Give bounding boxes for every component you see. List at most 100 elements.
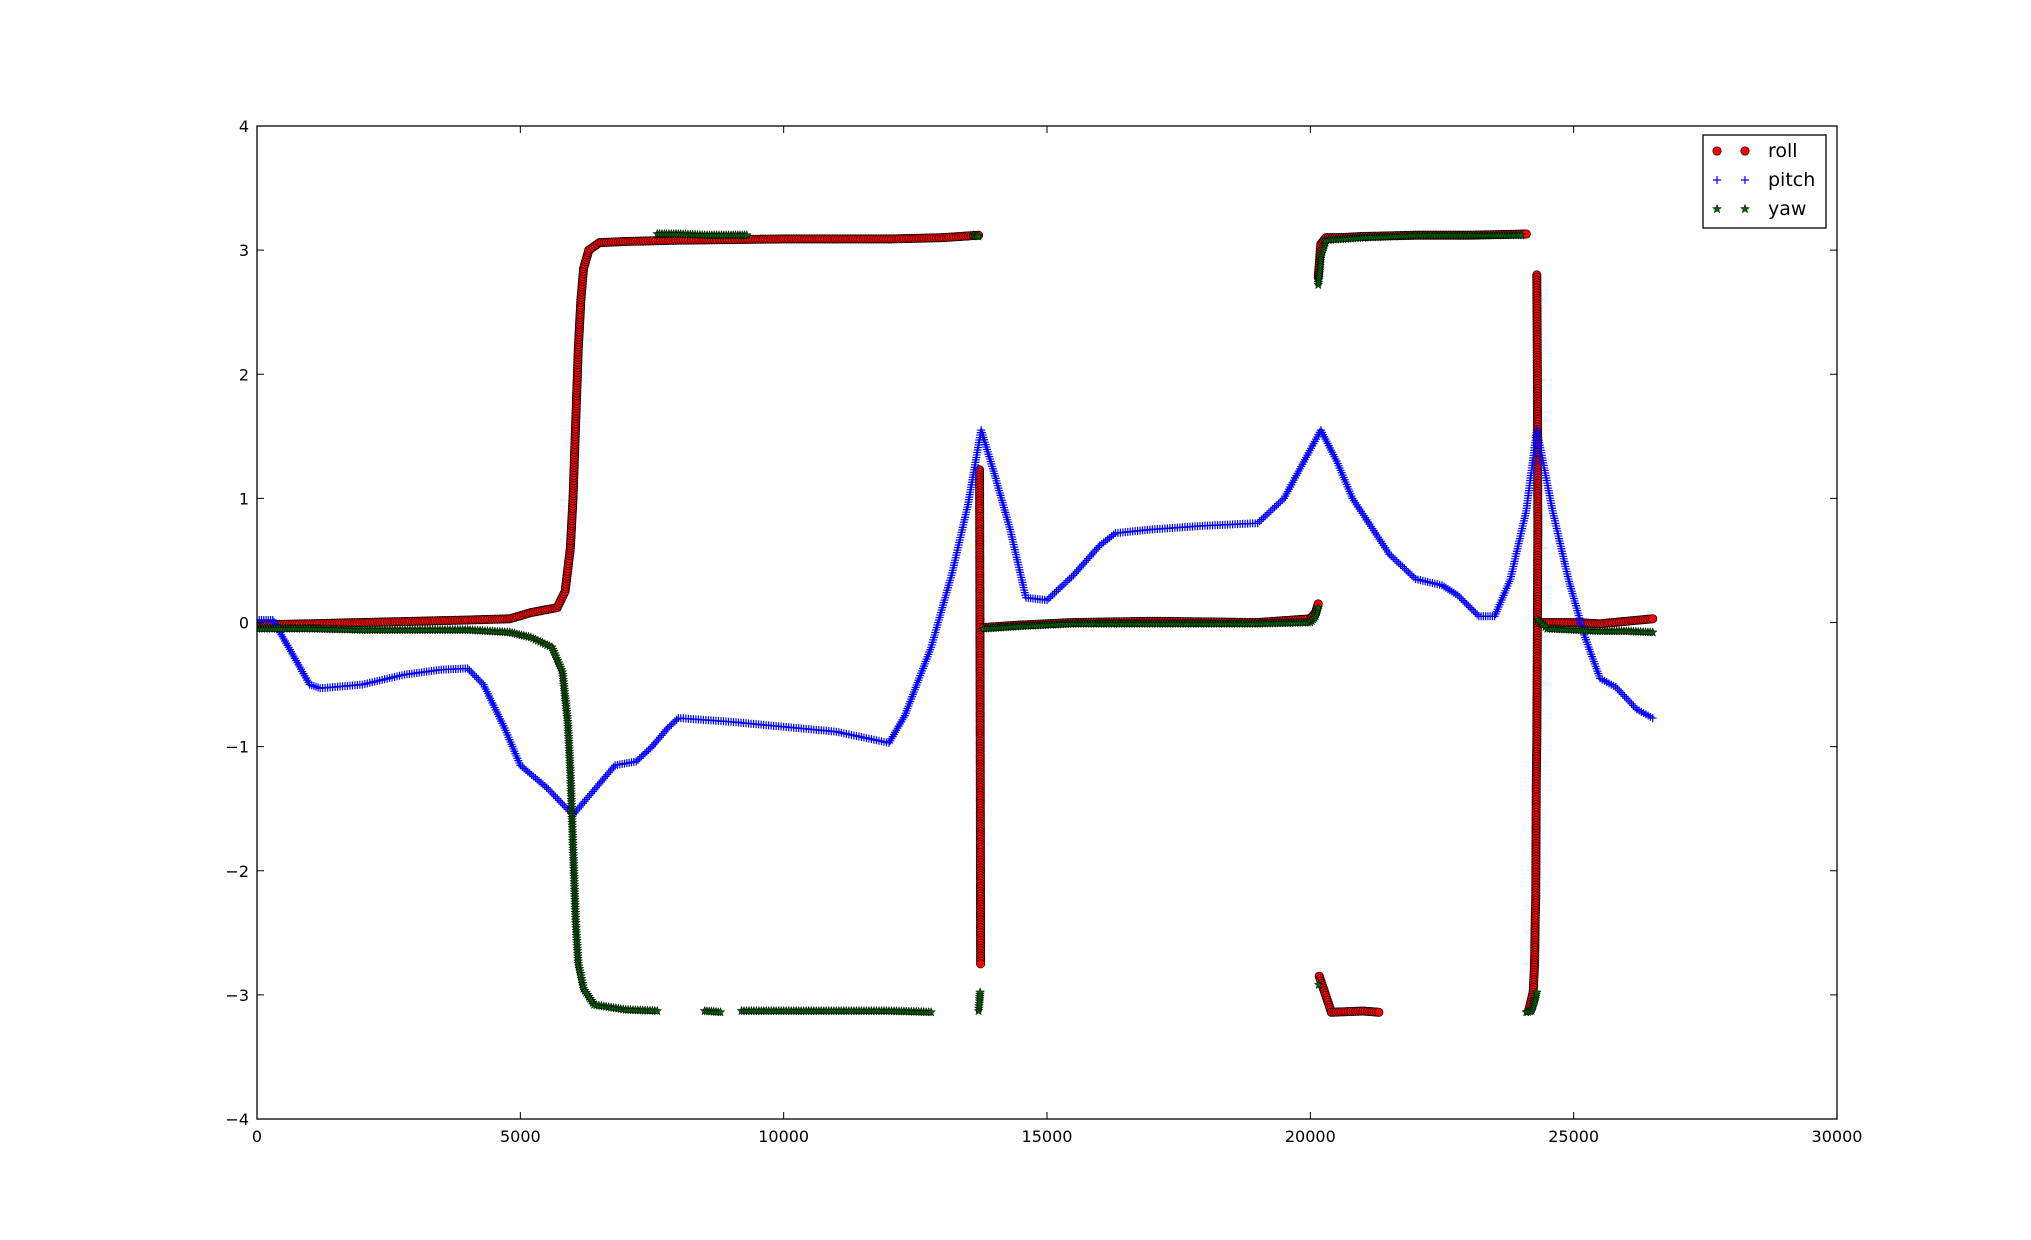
pitch-point xyxy=(1261,512,1270,521)
pitch-point xyxy=(1268,505,1277,514)
pitch-point xyxy=(1063,576,1072,585)
yaw-point xyxy=(715,1007,726,1017)
pitch-point xyxy=(1264,508,1273,517)
pitch-point xyxy=(646,744,655,753)
pitch-point xyxy=(1065,574,1074,583)
pitch-point xyxy=(644,745,653,754)
legend-marker-yaw xyxy=(1739,203,1751,214)
pitch-point xyxy=(1054,585,1063,594)
pitch-point xyxy=(1648,714,1657,723)
pitch-point xyxy=(1270,503,1279,512)
pitch-point xyxy=(1276,497,1285,506)
pitch-point xyxy=(1092,545,1101,554)
pitch-point xyxy=(1089,548,1098,557)
pitch-point xyxy=(1059,580,1068,589)
axis-ticks: 0 5000 10000 15000 20000 25000 30000 −4 −3 −2 −1 0 1… xyxy=(225,117,1862,1146)
yaw-point xyxy=(1515,229,1527,240)
yaw-point xyxy=(1313,602,1324,612)
pitch-point xyxy=(669,719,678,728)
legend-marker-roll xyxy=(1740,146,1750,156)
pitch-point xyxy=(1387,552,1396,561)
pitch-point xyxy=(1396,560,1405,569)
pitch-point xyxy=(1094,543,1103,552)
pitch-point xyxy=(582,795,591,804)
pitch-point xyxy=(1074,565,1083,574)
pitch-point xyxy=(1263,510,1272,519)
pitch-point xyxy=(544,785,553,794)
pitch-point xyxy=(475,676,484,685)
legend-box xyxy=(1702,134,1827,229)
y-tick-label: 3 xyxy=(239,241,249,260)
pitch-point xyxy=(1394,559,1403,568)
pitch-point xyxy=(1046,592,1055,601)
pitch-point xyxy=(1457,594,1466,603)
roll-point xyxy=(1648,614,1658,624)
pitch-point xyxy=(1272,501,1281,510)
pitch-point xyxy=(667,720,676,729)
pitch-point xyxy=(556,798,565,807)
pitch-point xyxy=(1460,598,1469,607)
series-pitch xyxy=(257,426,1657,819)
legend-marker-yaw xyxy=(1711,203,1723,214)
pitch-point xyxy=(1050,589,1059,598)
pitch-point xyxy=(1274,499,1283,508)
pitch-point xyxy=(1069,571,1078,580)
pitch-point xyxy=(1266,506,1275,515)
y-tick-label: −2 xyxy=(225,862,249,881)
x-tick-label: 0 xyxy=(252,1127,262,1146)
pitch-point xyxy=(1627,699,1636,708)
pitch-point xyxy=(1615,686,1624,695)
pitch-point xyxy=(1392,557,1401,566)
roll-point xyxy=(976,959,986,969)
y-tick-label: 1 xyxy=(239,489,249,508)
pitch-point xyxy=(1257,515,1266,524)
pitch-point xyxy=(1464,601,1473,610)
pitch-point xyxy=(1407,571,1416,580)
pitch-point xyxy=(1613,684,1622,693)
pitch-point xyxy=(1058,581,1067,590)
pitch-point xyxy=(1072,567,1081,576)
pitch-point xyxy=(1259,513,1268,522)
pitch-point xyxy=(468,669,477,678)
pitch-point xyxy=(639,750,648,759)
series-yaw xyxy=(257,228,1658,1017)
legend-label-yaw: yaw xyxy=(1768,198,1806,220)
pitch-point xyxy=(1389,553,1398,562)
pitch-point xyxy=(472,673,481,682)
pitch-point xyxy=(465,666,474,675)
pitch-point xyxy=(1278,496,1287,505)
pitch-point xyxy=(583,793,592,802)
pitch-point xyxy=(672,715,681,724)
pitch-point xyxy=(585,791,594,800)
pitch-point xyxy=(1406,569,1415,578)
pitch-point xyxy=(633,755,642,764)
pitch-point xyxy=(1398,562,1407,571)
pitch-point xyxy=(463,664,472,673)
pitch-point xyxy=(1455,592,1464,601)
pitch-point xyxy=(1471,608,1480,617)
pitch-point xyxy=(1453,591,1462,600)
pitch-point xyxy=(1048,590,1057,599)
pitch-point xyxy=(1467,605,1476,614)
pitch-point xyxy=(578,799,587,808)
pitch-point xyxy=(1611,683,1620,692)
pitch-point xyxy=(1631,703,1640,712)
pitch-point xyxy=(1079,560,1088,569)
pitch-point xyxy=(642,747,651,756)
pitch-point xyxy=(670,717,679,726)
pitch-point xyxy=(1385,550,1394,559)
pitch-point xyxy=(1620,692,1629,701)
yaw-point xyxy=(1313,979,1324,990)
pitch-point xyxy=(1466,603,1475,612)
pitch-point xyxy=(1075,563,1084,572)
pitch-point xyxy=(547,789,556,798)
pitch-point xyxy=(1253,519,1262,528)
yaw-point xyxy=(926,1007,937,1017)
pitch-point xyxy=(1390,555,1399,564)
pitch-point xyxy=(632,757,641,766)
pitch-point xyxy=(580,797,589,806)
pitch-point xyxy=(477,678,486,687)
y-tick-label: −3 xyxy=(225,986,249,1005)
pitch-point xyxy=(1052,587,1061,596)
pitch-point xyxy=(1090,547,1099,556)
